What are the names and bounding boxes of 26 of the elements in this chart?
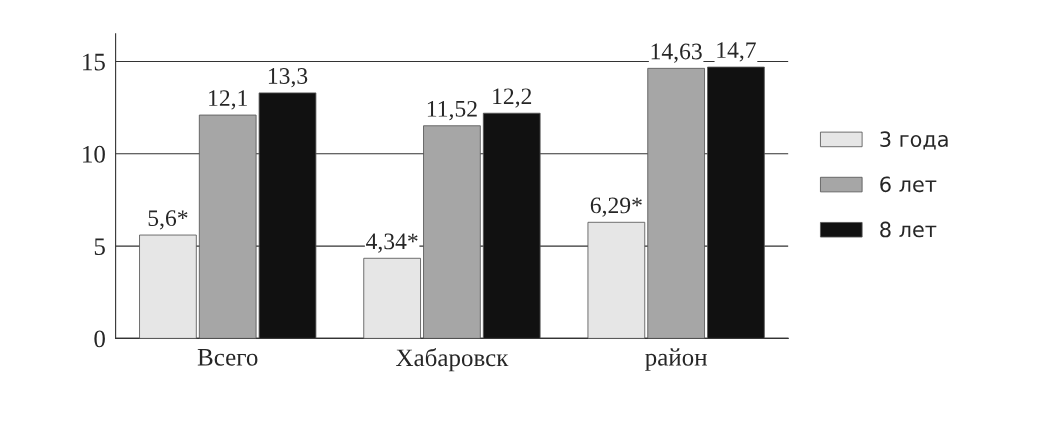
bar <box>423 125 481 339</box>
data-label: 4,34* <box>366 233 418 253</box>
bar <box>587 221 646 339</box>
y-tick-label: 0 <box>94 330 105 348</box>
bar <box>139 234 197 339</box>
data-label: 11,52 <box>427 100 477 121</box>
legend-label: 3 года <box>880 131 948 150</box>
bar <box>707 66 765 339</box>
bar <box>363 257 421 339</box>
bar <box>647 67 705 339</box>
x-tick-label: Хабаровск <box>396 348 509 372</box>
data-label: 5,6* <box>148 210 188 230</box>
data-label: 13,3 <box>268 68 308 88</box>
legend-label: 8 лет <box>880 221 937 238</box>
data-label: 14,63 <box>651 43 702 63</box>
data-label: 12,2 <box>493 88 532 108</box>
legend-label: 6 лет <box>880 176 937 193</box>
y-tick-label: 15 <box>83 53 105 71</box>
data-label: 12,1 <box>209 90 247 110</box>
y-tick-label: 5 <box>94 238 105 256</box>
x-tick-label: район <box>645 348 707 371</box>
data-label: 6,29* <box>590 197 642 217</box>
bar <box>482 112 541 339</box>
y-tick-label: 10 <box>83 145 105 163</box>
x-tick-label: Всего <box>197 349 258 366</box>
data-label: 14,7 <box>717 42 756 62</box>
